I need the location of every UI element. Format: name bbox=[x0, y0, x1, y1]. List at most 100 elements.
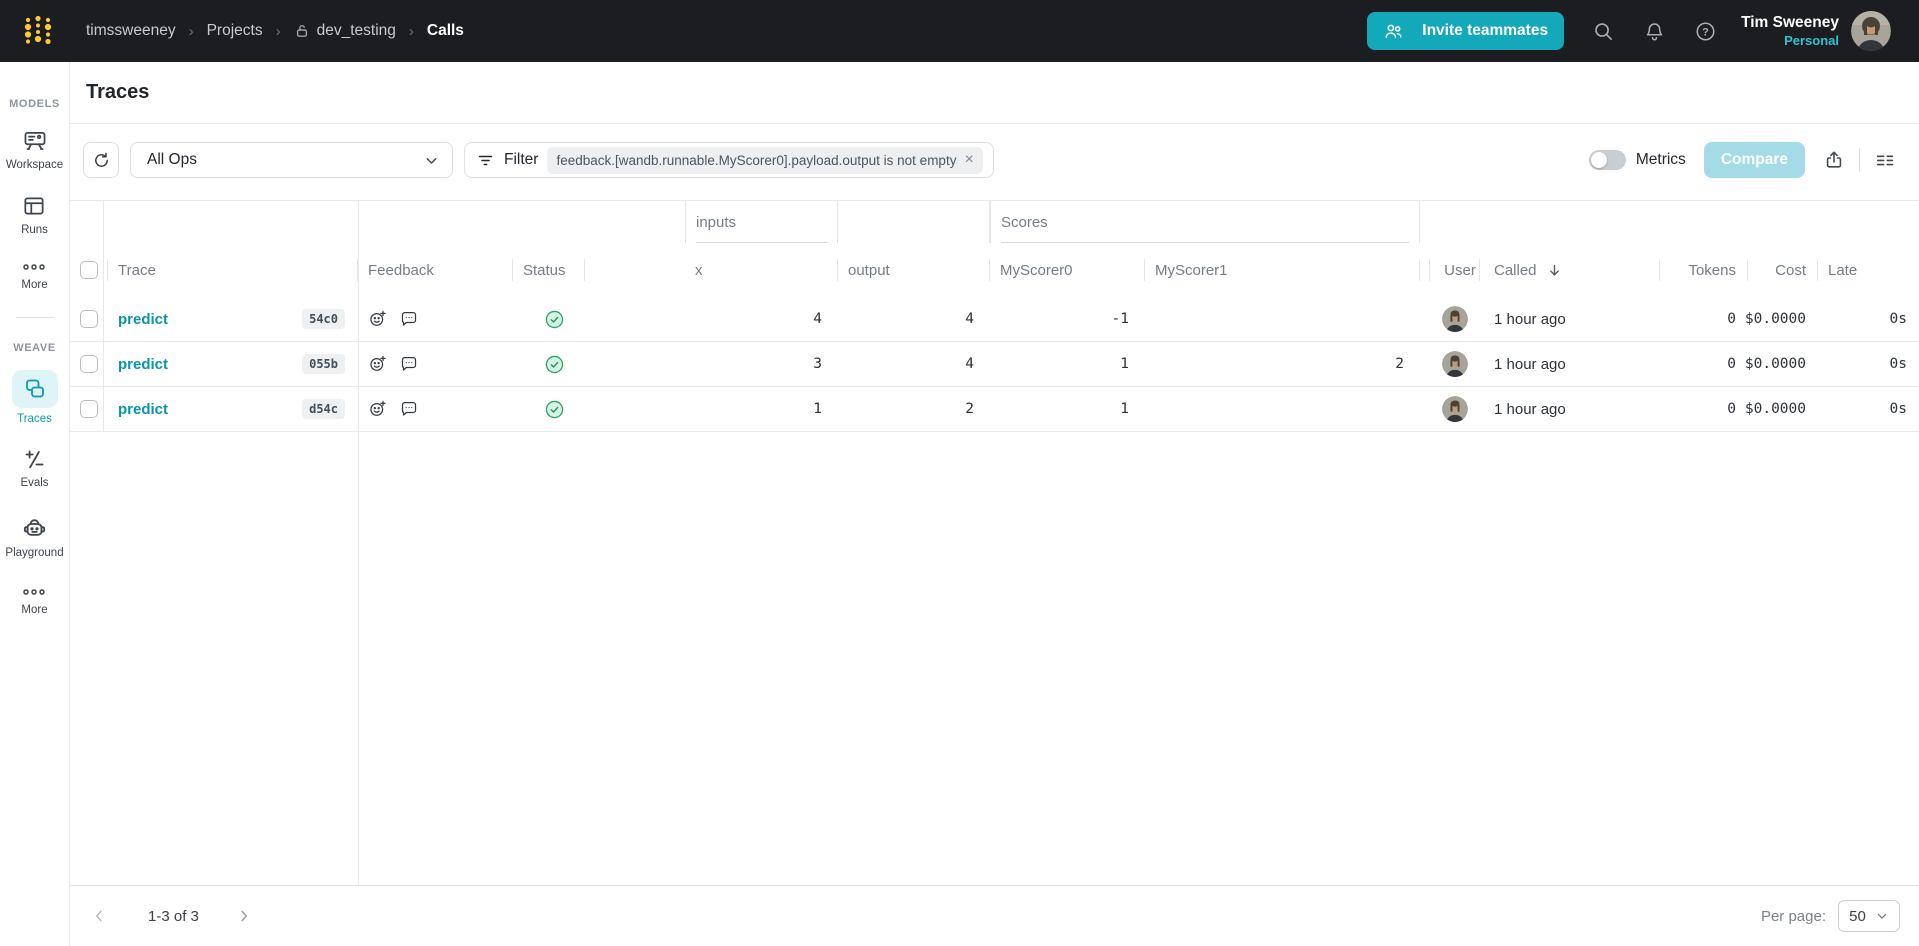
sidebar-item-playground[interactable]: Playground bbox=[5, 515, 64, 559]
export-icon[interactable] bbox=[1819, 145, 1849, 175]
table-row[interactable]: predict 54c0 4 4 -1 1 hour ago bbox=[70, 297, 1919, 342]
status-success-icon bbox=[545, 400, 563, 418]
row-checkbox[interactable] bbox=[80, 400, 98, 418]
call-id-badge: d54c bbox=[302, 399, 345, 419]
row-checkbox[interactable] bbox=[80, 355, 98, 373]
column-header-user[interactable]: User bbox=[1430, 243, 1480, 297]
trace-link[interactable]: predict bbox=[118, 310, 169, 328]
breadcrumb-project[interactable]: dev_testing bbox=[294, 22, 396, 40]
call-id-badge: 54c0 bbox=[302, 309, 345, 329]
user-block[interactable]: Tim Sweeney Personal bbox=[1741, 13, 1839, 49]
evals-plusminus-icon bbox=[25, 450, 44, 469]
page-header: Traces bbox=[70, 62, 1919, 124]
compare-button[interactable]: Compare bbox=[1703, 142, 1805, 178]
row-checkbox[interactable] bbox=[80, 310, 98, 328]
column-header-cost[interactable]: Cost bbox=[1748, 243, 1818, 297]
comment-icon[interactable] bbox=[399, 354, 419, 374]
column-header-latency[interactable]: Late bbox=[1828, 261, 1858, 279]
cell-latency: 0s bbox=[1889, 356, 1907, 372]
cell-myscorer0: 1 bbox=[1120, 356, 1129, 372]
sidebar-item-traces[interactable]: Traces bbox=[11, 370, 58, 425]
sidebar-section-weave: WEAVE bbox=[13, 342, 56, 354]
breadcrumb-projects[interactable]: Projects bbox=[206, 22, 263, 39]
select-all-checkbox[interactable] bbox=[80, 261, 98, 279]
lock-icon bbox=[296, 25, 307, 37]
cell-called: 1 hour ago bbox=[1494, 400, 1566, 418]
breadcrumb-entity[interactable]: timssweeney bbox=[86, 22, 176, 39]
per-page-label: Per page: bbox=[1760, 907, 1826, 925]
filter-chip[interactable]: feedback.[wandb.runnable.MyScorer0].payl… bbox=[547, 146, 983, 174]
status-cell bbox=[513, 387, 585, 431]
column-header-x[interactable]: x bbox=[685, 243, 838, 297]
column-header-feedback[interactable]: Feedback bbox=[358, 243, 513, 297]
column-header-status[interactable]: Status bbox=[513, 243, 585, 297]
sidebar-item-runs[interactable]: Runs bbox=[21, 193, 48, 236]
metrics-toggle[interactable] bbox=[1588, 150, 1626, 170]
column-header-trace[interactable]: Trace bbox=[108, 243, 358, 297]
comment-icon[interactable] bbox=[399, 399, 419, 419]
table-header-row: Trace Feedback Status x output MyScorer0… bbox=[70, 243, 1919, 297]
people-add-icon bbox=[1385, 24, 1402, 38]
column-header-output[interactable]: output bbox=[838, 243, 990, 297]
cell-tokens: 0 bbox=[1727, 401, 1736, 417]
toolbar-right-cluster: Metrics Compare bbox=[1588, 142, 1900, 178]
breadcrumb-page[interactable]: Calls bbox=[426, 22, 464, 39]
next-page-icon[interactable] bbox=[229, 901, 259, 931]
sidebar-item-label: More bbox=[21, 604, 48, 616]
user-name: Tim Sweeney bbox=[1741, 14, 1839, 32]
per-page-select[interactable]: 50 bbox=[1838, 900, 1900, 932]
previous-page-icon[interactable] bbox=[84, 901, 114, 931]
sidebar-item-evals[interactable]: Evals bbox=[20, 447, 49, 489]
sidebar-divider bbox=[15, 317, 54, 318]
cell-latency: 0s bbox=[1889, 401, 1907, 417]
op-filter-select[interactable]: All Ops bbox=[130, 142, 453, 178]
cell-cost: $0.0000 bbox=[1744, 311, 1806, 327]
add-reaction-icon[interactable] bbox=[368, 309, 388, 329]
sidebar-item-label: Playground bbox=[5, 547, 64, 559]
trace-link[interactable]: predict bbox=[118, 400, 169, 418]
sort-desc-icon[interactable] bbox=[1546, 262, 1563, 279]
sidebar-item-label: Workspace bbox=[5, 159, 64, 171]
group-header-scores: Scores bbox=[990, 201, 1420, 243]
called-label: Called bbox=[1494, 261, 1537, 279]
add-reaction-icon[interactable] bbox=[368, 354, 388, 374]
chevron-down-icon bbox=[1875, 909, 1889, 923]
cell-myscorer0: -1 bbox=[1111, 311, 1129, 327]
comment-icon[interactable] bbox=[399, 309, 419, 329]
invite-teammates-button[interactable]: Invite teammates bbox=[1367, 12, 1565, 50]
cell-input-x: 1 bbox=[813, 401, 822, 417]
column-settings-icon[interactable] bbox=[1870, 145, 1900, 175]
sidebar-item-weave-more[interactable]: More bbox=[21, 585, 48, 616]
invite-label: Invite teammates bbox=[1422, 22, 1549, 39]
cell-myscorer1 bbox=[1145, 297, 1420, 341]
column-header-tokens[interactable]: Tokens bbox=[1660, 243, 1748, 297]
op-filter-value: All Ops bbox=[147, 151, 197, 168]
avatar[interactable] bbox=[1851, 11, 1891, 51]
sidebar-item-label: Traces bbox=[17, 413, 52, 425]
filter-label: Filter bbox=[504, 151, 539, 168]
trace-link[interactable]: predict bbox=[118, 355, 169, 373]
wandb-logo-icon[interactable] bbox=[20, 13, 56, 49]
cell-output: 4 bbox=[965, 311, 974, 327]
table-row[interactable]: predict 055b 3 4 1 2 1 hour ago bbox=[70, 342, 1919, 387]
cell-cost: $0.0000 bbox=[1744, 356, 1806, 372]
refresh-button[interactable] bbox=[83, 142, 119, 178]
left-sidebar: MODELS Workspace Runs bbox=[0, 62, 70, 946]
table-row[interactable]: predict d54c 1 2 1 1 hour ago bbox=[70, 387, 1919, 432]
search-icon[interactable] bbox=[1591, 19, 1615, 43]
cell-myscorer0: 1 bbox=[1120, 401, 1129, 417]
column-header-myscorer1[interactable]: MyScorer1 bbox=[1145, 243, 1420, 297]
help-icon[interactable]: ? bbox=[1693, 19, 1717, 43]
filter-bar[interactable]: Filter feedback.[wandb.runnable.MyScorer… bbox=[464, 142, 994, 178]
sidebar-item-models-more[interactable]: More bbox=[21, 260, 48, 291]
column-header-called[interactable]: Called bbox=[1480, 243, 1660, 297]
pagination-range: 1-3 of 3 bbox=[148, 907, 199, 925]
sidebar-item-workspace[interactable]: Workspace bbox=[6, 128, 63, 171]
toolbar-divider bbox=[1859, 148, 1860, 172]
column-header-myscorer0[interactable]: MyScorer0 bbox=[990, 243, 1145, 297]
status-cell bbox=[513, 297, 585, 341]
chevron-down-icon bbox=[423, 152, 440, 169]
add-reaction-icon[interactable] bbox=[368, 399, 388, 419]
close-icon[interactable]: × bbox=[964, 151, 974, 168]
bell-icon[interactable] bbox=[1642, 19, 1666, 43]
